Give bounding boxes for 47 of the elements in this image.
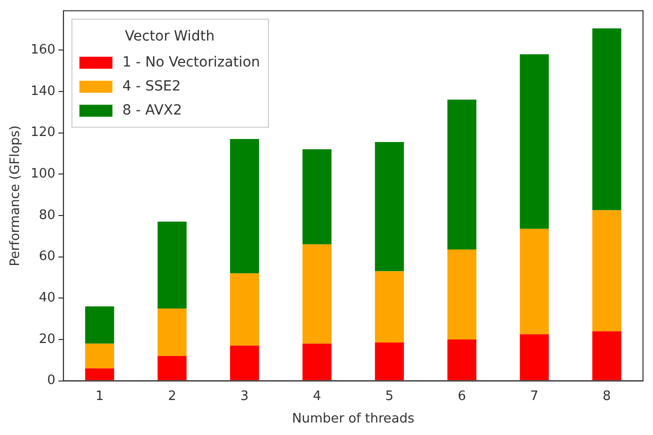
y-tick-label: 0 (47, 373, 56, 388)
legend-label: 8 - AVX2 (122, 102, 182, 118)
bar (158, 222, 187, 308)
bar (447, 339, 476, 380)
y-tick-label: 60 (38, 249, 56, 264)
x-tick-label: 3 (240, 388, 249, 404)
bar (158, 356, 187, 380)
legend-label: 4 - SSE2 (122, 78, 181, 94)
y-tick-label: 140 (30, 84, 56, 99)
bar (302, 149, 332, 244)
y-tick-label: 160 (30, 42, 56, 58)
x-tick-label: 7 (530, 388, 538, 404)
bar (374, 271, 404, 343)
x-tick-label: 6 (458, 388, 466, 404)
x-tick-label: 8 (602, 388, 611, 404)
bar (374, 342, 404, 380)
x-axis-title: Number of threads (292, 412, 415, 427)
bar (230, 346, 260, 380)
bar (447, 250, 476, 340)
bar (230, 273, 260, 346)
bar (592, 28, 622, 210)
x-tick-label: 2 (168, 388, 176, 404)
y-axis-title: Performance (GFlops) (8, 125, 24, 266)
bar (158, 308, 187, 356)
y-tick-label: 20 (38, 332, 56, 347)
bar (302, 244, 332, 344)
legend-label: 1 - No Vectorization (122, 54, 260, 70)
bar (592, 331, 622, 380)
bar (85, 368, 114, 380)
x-tick-label: 1 (95, 388, 104, 404)
bar (520, 334, 549, 380)
bar (592, 210, 622, 332)
bar (520, 228, 549, 334)
y-tick-label: 40 (38, 290, 56, 306)
legend-title: Vector Width (124, 28, 215, 44)
x-tick-label: 4 (312, 388, 322, 404)
bar (302, 344, 332, 380)
y-tick-label: 120 (30, 125, 56, 140)
bar (230, 138, 260, 274)
bar (374, 142, 404, 272)
bar (85, 306, 114, 344)
bar (447, 100, 476, 250)
y-tick-label: 80 (38, 208, 56, 223)
bar (520, 54, 549, 229)
x-tick-label: 5 (385, 388, 394, 404)
y-tick-label: 100 (30, 166, 56, 182)
bar (85, 344, 114, 368)
